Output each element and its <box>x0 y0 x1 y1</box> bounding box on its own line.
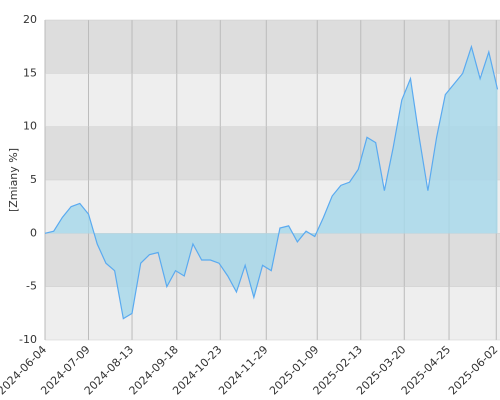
y-tick-label: 15 <box>23 66 37 79</box>
y-tick-label: 10 <box>23 120 37 133</box>
band <box>45 20 500 74</box>
y-tick-label: -10 <box>19 333 37 346</box>
band <box>45 73 500 127</box>
x-tick-label: 2025-06-02 <box>446 343 500 397</box>
y-tick-label: 5 <box>30 173 37 186</box>
y-tick-label: 0 <box>30 226 37 239</box>
line <box>44 44 499 320</box>
x-tick-label: 2024-11-29 <box>216 343 270 397</box>
y-tick-label: -5 <box>26 280 37 293</box>
band <box>45 286 500 340</box>
area <box>45 46 498 319</box>
y-tick-label: 20 <box>23 13 37 26</box>
y-axis-label: [Zmiany %] <box>7 148 20 212</box>
